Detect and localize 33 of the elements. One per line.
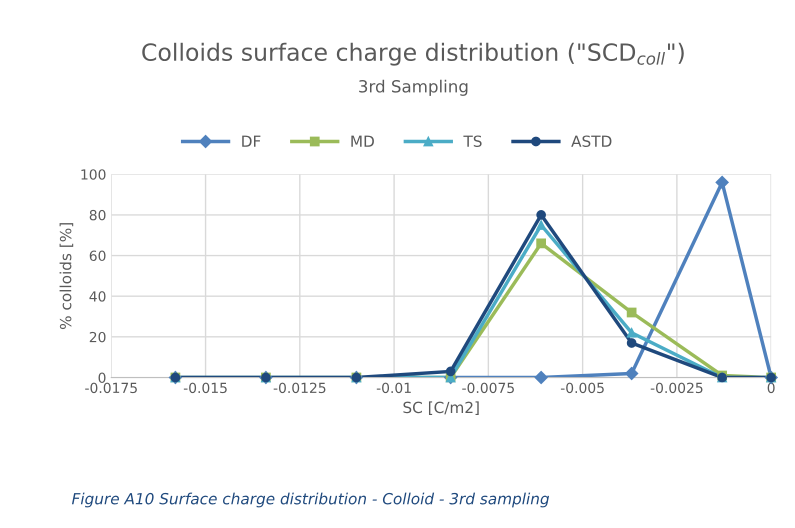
x-tick-label: -0.0175 <box>85 382 137 394</box>
caption: Figure A10 Surface charge distribution - Colloid - 3rd sampling <box>72 492 550 508</box>
legend-label: DF <box>242 136 260 147</box>
x-tick-label: -0.0075 <box>462 382 514 394</box>
point <box>446 366 456 376</box>
y-tick-label: 0 <box>98 372 106 383</box>
x-tick-label: -0.0025 <box>650 382 702 394</box>
y-tick-label: 60 <box>90 250 106 262</box>
legend-label: MD <box>351 136 374 147</box>
y-tick-label: 100 <box>81 169 106 180</box>
point <box>626 328 636 338</box>
x-tick-label: -0.005 <box>560 382 604 394</box>
point <box>716 176 729 189</box>
x-tick-label: -0.0125 <box>274 382 326 394</box>
point <box>626 308 636 318</box>
point <box>536 238 546 248</box>
x-tick-label: -0.015 <box>184 382 227 394</box>
point <box>536 220 546 230</box>
x-tick-label: 0 <box>768 382 775 394</box>
point <box>534 370 548 384</box>
x-tick-label: -0.01 <box>376 382 411 394</box>
legend-label: TS <box>463 135 482 148</box>
chart-title: Colloids surface charge distribution ("SCD$_{coll}$") <box>142 42 684 66</box>
x-axis-title: SC [C/m2] <box>403 401 479 415</box>
point <box>625 366 638 380</box>
y-axis-title: % colloids [%] <box>60 223 74 330</box>
point <box>536 210 546 220</box>
point <box>626 338 636 348</box>
chart-subtitle: 3rd Sampling <box>359 80 468 96</box>
y-tick-label: 80 <box>90 210 106 220</box>
legend-label: ASTD <box>571 135 612 148</box>
y-tick-label: 20 <box>90 332 106 342</box>
y-tick-label: 40 <box>89 291 106 302</box>
